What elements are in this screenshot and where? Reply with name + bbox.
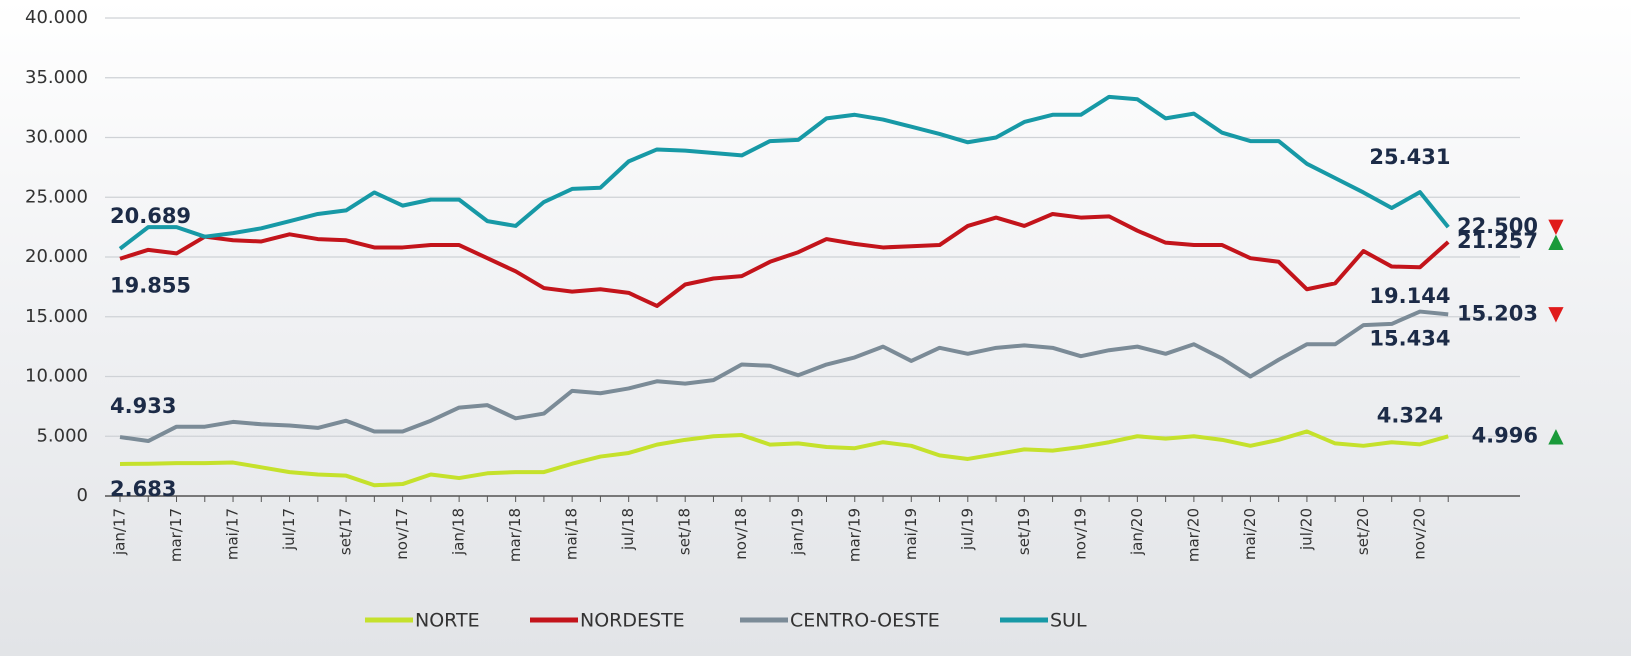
x-tick-label: nov/17 <box>393 508 411 560</box>
legend-label: NORDESTE <box>580 610 685 632</box>
x-tick-label: jan/20 <box>1128 508 1146 556</box>
series-line <box>120 97 1448 249</box>
value-label: 25.431 <box>1369 145 1450 169</box>
x-tick-label: mar/18 <box>506 508 524 562</box>
x-tick-label: mai/20 <box>1241 508 1259 560</box>
y-tick-label: 25.000 <box>25 186 88 207</box>
x-tick-label: set/20 <box>1354 508 1372 555</box>
x-tick-label: jul/20 <box>1297 508 1315 551</box>
x-tick-label: jul/17 <box>280 508 298 551</box>
x-tick-label: jan/17 <box>111 508 129 556</box>
x-tick-label: jan/18 <box>450 508 468 556</box>
x-tick-label: nov/20 <box>1410 508 1428 560</box>
value-label: 4.324 <box>1377 403 1443 427</box>
legend-label: SUL <box>1050 610 1087 632</box>
x-tick-label: nov/18 <box>732 508 750 560</box>
y-tick-label: 35.000 <box>25 67 88 88</box>
chart: 0 5.000 10.000 15.000 20.000 25.000 30.000 35.0… <box>0 0 1631 656</box>
value-label: 22.500 <box>1457 214 1538 238</box>
y-tick-label: 5.000 <box>36 425 88 446</box>
value-label: 4.933 <box>110 394 176 418</box>
series-line <box>120 431 1448 485</box>
x-tick-label: mai/17 <box>224 508 242 560</box>
y-tick-label: 0 <box>77 485 88 506</box>
x-tick-label: mai/18 <box>563 508 581 560</box>
legend-label: CENTRO-OESTE <box>790 610 940 632</box>
y-tick-label: 10.000 <box>25 366 88 387</box>
value-label: 20.689 <box>110 204 191 228</box>
value-label: 19.144 <box>1369 284 1450 308</box>
value-label: 15.434 <box>1369 327 1450 351</box>
series-line <box>120 214 1448 306</box>
trend-marker: ▼ <box>1548 214 1564 238</box>
x-tick-label: set/19 <box>1015 508 1033 555</box>
x-tick-label: set/18 <box>676 508 694 555</box>
x-tick-label: mar/17 <box>167 508 185 562</box>
value-label: 19.855 <box>110 274 191 298</box>
trend-marker: ▲ <box>1548 423 1564 447</box>
x-tick-label: mar/19 <box>845 508 863 562</box>
y-tick-label: 20.000 <box>25 246 88 267</box>
value-label: 2.683 <box>110 477 176 501</box>
x-tick-label: mar/20 <box>1184 508 1202 562</box>
x-tick-label: jul/19 <box>958 508 976 551</box>
y-tick-label: 30.000 <box>25 127 88 148</box>
x-tick-label: jan/19 <box>789 508 807 556</box>
legend-label: NORTE <box>415 610 480 632</box>
x-tick-label: set/17 <box>337 508 355 555</box>
x-tick-label: jul/18 <box>619 508 637 551</box>
y-tick-label: 15.000 <box>25 306 88 327</box>
trend-marker: ▼ <box>1548 301 1564 325</box>
value-label: 15.203 <box>1457 301 1538 325</box>
y-tick-label: 40.000 <box>25 7 88 28</box>
x-tick-label: mai/19 <box>902 508 920 560</box>
value-label: 4.996 <box>1472 423 1538 447</box>
x-tick-label: nov/19 <box>1071 508 1089 560</box>
